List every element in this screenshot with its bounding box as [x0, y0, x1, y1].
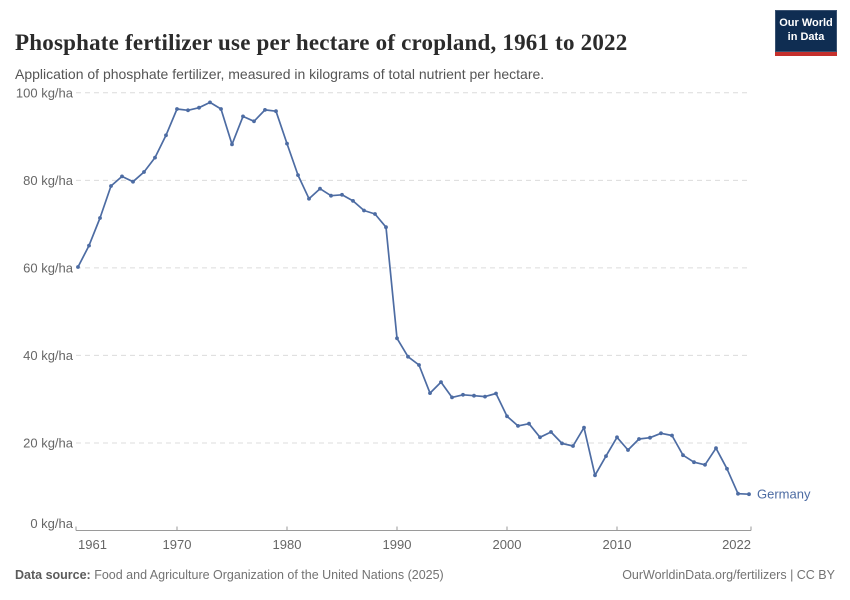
- data-point: [384, 225, 388, 230]
- data-point: [142, 170, 146, 174]
- data-line-germany: [77, 101, 750, 496]
- data-point: [450, 395, 454, 400]
- data-point: [747, 492, 751, 497]
- data-point: [362, 208, 366, 213]
- data-point: [725, 466, 729, 471]
- data-point: [208, 100, 212, 105]
- y-tick-label: 20 kg/ha: [23, 435, 74, 450]
- x-tick-label: 2010: [603, 537, 632, 552]
- data-point: [340, 192, 344, 197]
- data-point: [329, 193, 333, 198]
- data-point: [307, 196, 311, 201]
- data-point: [230, 142, 234, 147]
- data-point: [186, 108, 190, 113]
- x-tick-label: 1980: [273, 537, 302, 552]
- data-point: [395, 336, 399, 341]
- data-point: [219, 107, 223, 111]
- footer-link[interactable]: OurWorldinData.org/fertilizers | CC BY: [622, 568, 835, 582]
- data-point: [175, 107, 179, 111]
- data-point: [120, 174, 124, 179]
- data-point: [417, 363, 421, 367]
- data-point: [615, 435, 619, 440]
- y-tick-label: 80 kg/ha: [23, 173, 74, 188]
- data-point: [109, 184, 113, 188]
- y-tick-label: 60 kg/ha: [23, 260, 74, 275]
- data-point: [252, 119, 256, 124]
- data-point: [659, 431, 663, 436]
- data-point: [516, 424, 520, 428]
- x-tick-label: 1961: [78, 537, 107, 552]
- data-source: Data source: Food and Agriculture Organi…: [15, 568, 444, 582]
- data-point: [285, 141, 289, 146]
- data-point: [560, 441, 564, 446]
- data-point: [714, 446, 718, 451]
- data-point: [461, 392, 465, 397]
- y-tick-label: 100 kg/ha: [16, 85, 74, 100]
- data-point: [98, 216, 102, 220]
- y-tick-label: 40 kg/ha: [23, 348, 74, 363]
- y-tick-label: 0 kg/ha: [30, 516, 73, 531]
- data-point: [296, 173, 300, 178]
- data-point: [483, 394, 487, 399]
- data-source-text: Food and Agriculture Organization of the…: [90, 568, 444, 582]
- x-tick-label: 1990: [383, 537, 412, 552]
- data-point: [439, 380, 443, 384]
- data-point: [351, 199, 355, 203]
- data-point: [274, 109, 278, 114]
- data-point: [406, 354, 410, 359]
- data-point: [472, 393, 476, 398]
- data-point: [164, 133, 168, 138]
- data-point: [648, 435, 652, 440]
- data-point: [692, 460, 696, 465]
- data-point: [538, 435, 542, 440]
- data-point: [626, 448, 630, 452]
- x-tick-label: 2000: [493, 537, 522, 552]
- series-label-germany[interactable]: Germany: [757, 487, 811, 502]
- data-point: [76, 265, 80, 269]
- data-point: [593, 473, 597, 478]
- data-point: [153, 155, 157, 160]
- chart-footer: Data source: Food and Agriculture Organi…: [15, 568, 835, 582]
- owid-logo-line1: Our World: [779, 17, 833, 30]
- data-point: [263, 108, 267, 112]
- data-source-label: Data source:: [15, 568, 91, 582]
- data-point: [549, 430, 553, 434]
- page-title: Phosphate fertilizer use per hectare of …: [15, 30, 628, 56]
- page-subtitle: Application of phosphate fertilizer, mea…: [15, 66, 545, 82]
- data-point: [637, 437, 641, 441]
- data-point: [582, 425, 586, 430]
- data-point: [373, 212, 377, 216]
- x-tick-label: 1970: [163, 537, 192, 552]
- data-point: [131, 179, 135, 184]
- data-point: [241, 114, 245, 119]
- data-point: [681, 453, 685, 458]
- data-point: [494, 391, 498, 396]
- x-tick-label: 2022: [722, 537, 751, 552]
- data-point: [527, 421, 531, 426]
- data-point: [571, 444, 575, 448]
- data-point: [197, 105, 201, 110]
- data-point: [670, 433, 674, 438]
- data-point: [736, 491, 740, 496]
- owid-logo[interactable]: Our World in Data: [775, 10, 837, 56]
- data-point: [604, 454, 608, 458]
- data-point: [87, 243, 91, 248]
- data-point: [703, 462, 707, 467]
- data-point: [428, 391, 432, 395]
- owid-logo-line2: in Data: [787, 31, 825, 43]
- data-point: [318, 186, 322, 191]
- data-point: [505, 414, 509, 419]
